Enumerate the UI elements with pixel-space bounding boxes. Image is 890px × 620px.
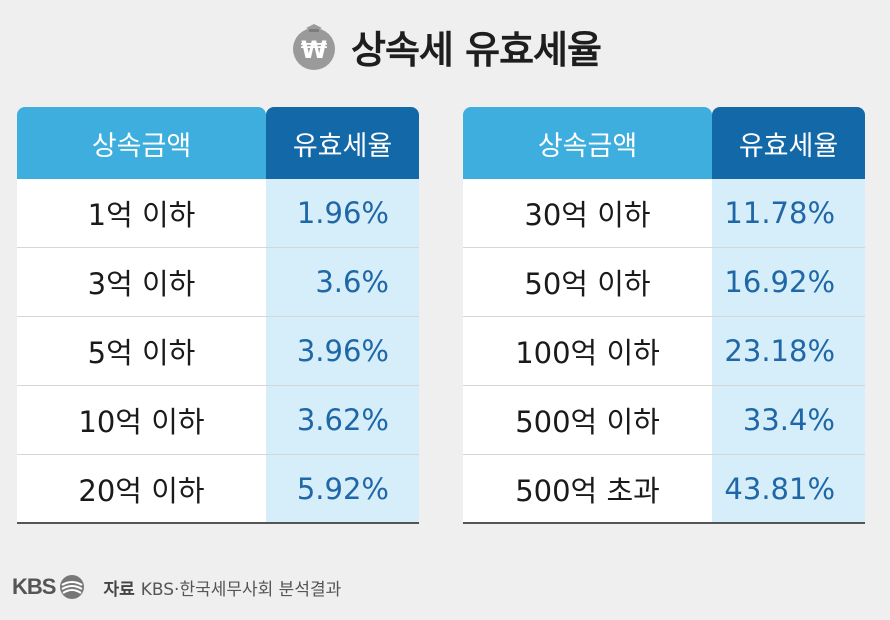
- rate-cell: 3.6%: [266, 248, 419, 316]
- kbs-logo-mark-icon: [59, 574, 85, 600]
- rate-cell: 16.92%: [712, 248, 865, 316]
- table-row: 500억 초과 43.81%: [463, 455, 865, 524]
- kbs-logo: KBS: [12, 574, 56, 599]
- amount-cell: 100억 이하: [463, 317, 712, 385]
- rate-cell: 33.4%: [712, 386, 865, 454]
- rate-cell: 23.18%: [712, 317, 865, 385]
- table-header: 상속금액 유효세율: [17, 107, 419, 179]
- header-rate: 유효세율: [266, 107, 419, 179]
- rate-cell: 3.62%: [266, 386, 419, 454]
- table-row: 5억 이하 3.96%: [17, 317, 419, 386]
- won-money-bag-icon: ₩: [289, 21, 339, 71]
- amount-cell: 500억 이하: [463, 386, 712, 454]
- rate-cell: 1.96%: [266, 179, 419, 247]
- table-row: 1억 이하 1.96%: [17, 179, 419, 248]
- page-title: ₩ 상속세 유효세율: [0, 14, 890, 78]
- amount-cell: 3억 이하: [17, 248, 266, 316]
- table-header: 상속금액 유효세율: [463, 107, 865, 179]
- table-row: 500억 이하 33.4%: [463, 386, 865, 455]
- table-row: 3억 이하 3.6%: [17, 248, 419, 317]
- header-amount: 상속금액: [463, 107, 712, 179]
- table-row: 20억 이하 5.92%: [17, 455, 419, 524]
- won-glyph: ₩: [301, 36, 328, 64]
- table-row: 30억 이하 11.78%: [463, 179, 865, 248]
- title-text: 상속세 유효세율: [351, 27, 602, 72]
- tax-table-right: 상속금액 유효세율 30억 이하 11.78% 50억 이하 16.92% 10…: [463, 107, 865, 524]
- amount-cell: 50억 이하: [463, 248, 712, 316]
- source-footer: KBS 자료 KBS·한국세무사회 분석결과: [12, 572, 341, 602]
- rate-cell: 43.81%: [712, 455, 865, 522]
- amount-cell: 5억 이하: [17, 317, 266, 385]
- header-rate: 유효세율: [712, 107, 865, 179]
- rate-cell: 3.96%: [266, 317, 419, 385]
- header-amount: 상속금액: [17, 107, 266, 179]
- table-row: 10억 이하 3.62%: [17, 386, 419, 455]
- amount-cell: 10억 이하: [17, 386, 266, 454]
- amount-cell: 1억 이하: [17, 179, 266, 247]
- table-row: 100억 이하 23.18%: [463, 317, 865, 386]
- rate-cell: 5.92%: [266, 455, 419, 522]
- rate-cell: 11.78%: [712, 179, 865, 247]
- tax-table-left: 상속금액 유효세율 1억 이하 1.96% 3억 이하 3.6% 5억 이하 3…: [17, 107, 419, 524]
- amount-cell: 30억 이하: [463, 179, 712, 247]
- table-row: 50억 이하 16.92%: [463, 248, 865, 317]
- amount-cell: 500억 초과: [463, 455, 712, 522]
- source-label: 자료: [103, 579, 135, 600]
- amount-cell: 20억 이하: [17, 455, 266, 522]
- source-text: KBS·한국세무사회 분석결과: [140, 579, 342, 600]
